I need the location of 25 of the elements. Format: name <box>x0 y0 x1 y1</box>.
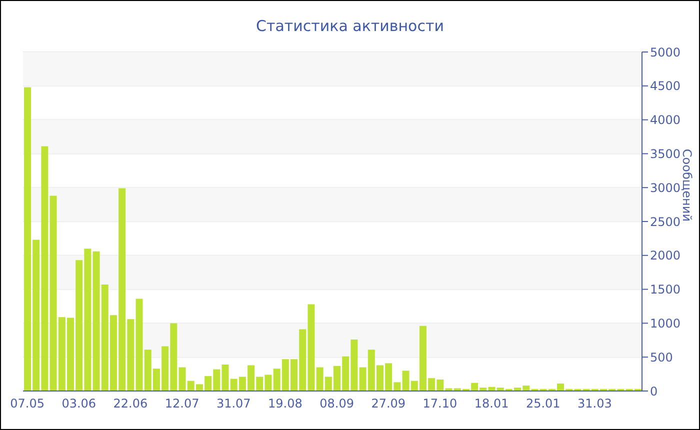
x-tick-label: 08.09 <box>320 396 354 411</box>
x-tick-label: 27.09 <box>371 396 406 411</box>
y-tick-label: 3000 <box>650 180 681 195</box>
y-tick-label: 1000 <box>650 316 681 330</box>
y-tick-label: 5000 <box>650 45 681 60</box>
y-tick-label: 1500 <box>650 282 681 297</box>
chart-title: Статистика активности <box>255 17 445 35</box>
x-tick-label: 03.06 <box>62 396 96 411</box>
x-tick-label: 17.10 <box>422 396 458 411</box>
y-tick-label: 2500 <box>650 214 681 229</box>
x-tick-label: 25.01 <box>526 396 560 411</box>
y-tick-label: 2000 <box>650 248 681 263</box>
y-tick-label: 4000 <box>650 113 681 128</box>
y-tick-label: 0 <box>650 384 658 398</box>
x-tick-label: 18.01 <box>474 396 509 411</box>
x-tick-label: 12.07 <box>164 396 200 411</box>
x-tick-label: 22.06 <box>113 396 148 411</box>
y-tick-label: 4500 <box>650 79 681 94</box>
y-tick-label: 500 <box>650 350 673 364</box>
x-tick-label: 31.07 <box>216 396 251 411</box>
x-tick-label: 31.03 <box>578 396 612 411</box>
x-tick-label: 07.05 <box>10 396 44 411</box>
y-tick-label: 3500 <box>650 146 681 161</box>
y-axis-title: Сообщений <box>680 148 694 222</box>
x-tick-label: 19.08 <box>268 396 302 411</box>
